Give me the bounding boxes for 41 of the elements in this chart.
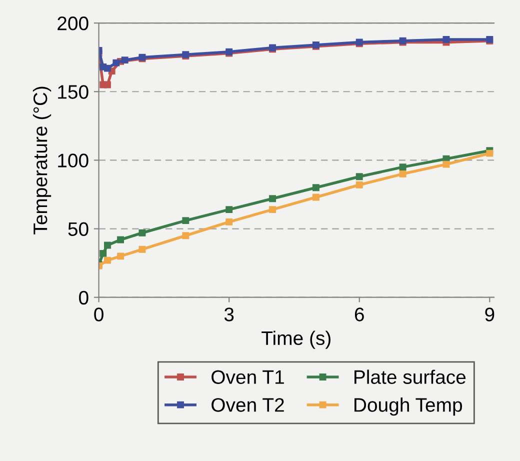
point xyxy=(117,252,124,260)
point xyxy=(112,59,120,66)
point xyxy=(399,164,406,171)
x-axis-title: Time (s) xyxy=(262,330,330,349)
point xyxy=(104,242,111,249)
point xyxy=(226,206,233,214)
point xyxy=(356,173,363,180)
point xyxy=(104,64,111,72)
point xyxy=(182,232,190,240)
x-tick-label: 3 xyxy=(224,308,234,322)
x-tick-label: 0 xyxy=(94,308,104,322)
point xyxy=(269,206,276,214)
point xyxy=(138,246,146,253)
legend-label: Oven T1 xyxy=(212,370,284,384)
y-tick-label: 200 xyxy=(58,16,88,30)
point xyxy=(486,150,494,157)
point xyxy=(100,250,107,257)
y-tick-label: 0 xyxy=(79,290,88,305)
point xyxy=(312,194,320,201)
point xyxy=(104,256,111,264)
point xyxy=(269,195,276,202)
point xyxy=(399,170,406,178)
point xyxy=(182,217,190,224)
y-tick-label: 100 xyxy=(58,154,88,168)
y-tick-label: 150 xyxy=(58,85,88,99)
point xyxy=(312,184,320,192)
point xyxy=(117,236,124,244)
point xyxy=(442,36,450,43)
x-tick-label: 6 xyxy=(354,308,364,322)
y-axis-title: Temperature (°C) xyxy=(32,86,52,234)
legend-label: Oven T2 xyxy=(212,398,284,412)
x-tick-label: 9 xyxy=(485,308,494,322)
point xyxy=(121,56,128,64)
point xyxy=(104,81,111,88)
point xyxy=(356,181,363,188)
legend-label: Dough Temp xyxy=(354,398,462,416)
point xyxy=(442,160,450,168)
y-tick-label: 50 xyxy=(68,222,88,236)
point xyxy=(226,218,233,226)
legend-label: Plate surface xyxy=(354,370,466,384)
point xyxy=(138,229,146,236)
